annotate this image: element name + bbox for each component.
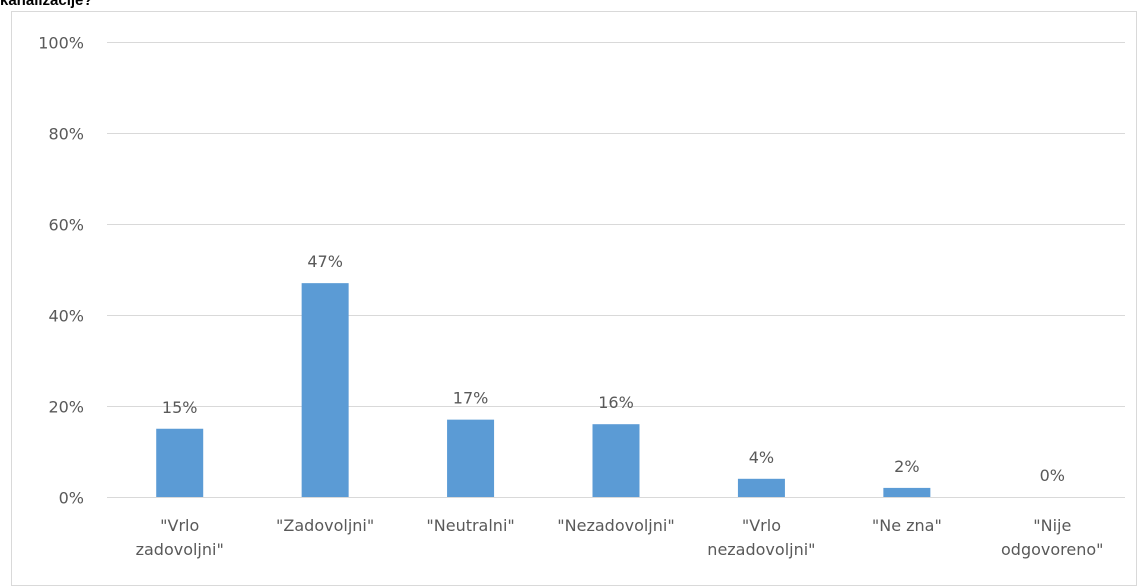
y-tick-label: 60% <box>48 216 84 235</box>
data-label: 16% <box>598 393 634 412</box>
data-label: 4% <box>749 448 774 467</box>
x-tick-label: "Neutralni" <box>426 516 514 535</box>
x-tick-label: "Nije odgovoreno" <box>1001 516 1104 559</box>
bar <box>447 419 495 497</box>
bar <box>737 478 785 497</box>
data-label: 17% <box>453 389 489 408</box>
data-label: 2% <box>894 457 919 476</box>
bar <box>301 283 349 497</box>
y-axis: 0% 20% 40% 60% 80% 100% <box>38 34 84 508</box>
data-label: 0% <box>1040 466 1065 485</box>
x-tick-label: "Nezadovoljni" <box>557 516 674 535</box>
data-label: 47% <box>307 252 343 271</box>
x-tick-label: "Ne zna" <box>872 516 942 535</box>
bar <box>592 424 640 497</box>
y-tick-label: 100% <box>38 34 84 53</box>
x-tick-label: "Vrlo nezadovoljni" <box>707 516 815 559</box>
x-tick-label: "Vrlo zadovoljni" <box>136 516 224 559</box>
gridlines <box>107 42 1125 498</box>
x-axis: "Vrlo zadovoljni" "Zadovoljni" "Neutralni" "… <box>136 516 1104 559</box>
chart-title: kanalizacije? <box>0 0 93 9</box>
bar <box>156 428 204 497</box>
y-tick-label: 80% <box>48 125 84 144</box>
bars <box>156 283 931 497</box>
data-labels: 15% 47% 17% 16% 4% 2% 0% <box>162 252 1065 485</box>
x-tick-label: "Zadovoljni" <box>276 516 374 535</box>
y-tick-label: 0% <box>59 489 84 508</box>
y-tick-label: 40% <box>48 307 84 326</box>
data-label: 15% <box>162 398 198 417</box>
y-tick-label: 20% <box>48 398 84 417</box>
bar <box>883 487 931 497</box>
